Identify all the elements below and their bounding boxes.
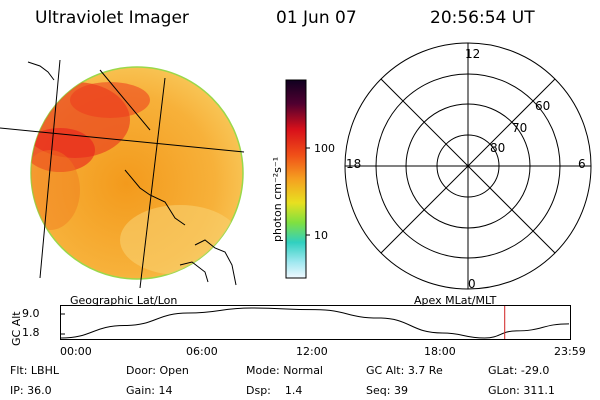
lat-label-60: 60: [535, 99, 550, 113]
coastline: [27, 61, 237, 286]
mlt-label-18: 18: [346, 157, 361, 171]
alt-xtick-3: 18:00: [424, 345, 456, 358]
status-seq: Seq: 39: [366, 384, 408, 397]
status-glon: GLon: 311.1: [488, 384, 555, 397]
status-dsp: Dsp: 1.4: [246, 384, 303, 397]
lat-label-80: 80: [490, 141, 505, 155]
mlt-label-6: 6: [578, 157, 586, 171]
geographic-image-panel: [0, 59, 245, 289]
alt-xtick-1: 06:00: [186, 345, 218, 358]
status-ip: IP: 36.0: [10, 384, 52, 397]
alt-ytick-high: 9.0: [22, 307, 40, 320]
mlt-label-0: 0: [468, 277, 476, 291]
status-door: Door: Open: [126, 364, 189, 377]
colorbar: [285, 79, 310, 279]
instrument-title: Ultraviolet Imager: [35, 8, 189, 28]
status-mode: Mode: Normal: [246, 364, 323, 377]
status-gc-alt: GC Alt: 3.7 Re: [366, 364, 443, 377]
geographic-caption: Geographic Lat/Lon: [70, 294, 178, 307]
colorbar-scale: [285, 79, 307, 279]
alt-ytick-low: 1.8: [22, 326, 40, 339]
date-label: 01 Jun 07: [276, 8, 357, 28]
alt-xtick-2: 12:00: [296, 345, 328, 358]
alt-plot-frame: [60, 305, 571, 340]
colorbar-tick-10: 10: [314, 229, 328, 242]
colorbar-tick-100: 100: [314, 142, 335, 155]
apex-caption: Apex MLat/MLT: [414, 294, 497, 307]
lat-label-70: 70: [512, 121, 527, 135]
altitude-line-plot: [60, 305, 571, 340]
mlt-label-12: 12: [465, 47, 480, 61]
polar-mlt-plot: 12 18 6 0 60 70 80: [344, 42, 592, 291]
lat-lon-grid: [0, 59, 245, 289]
alt-xtick-4: 23:59: [554, 345, 586, 358]
status-flt: Flt: LBHL: [10, 364, 59, 377]
alt-xtick-0: 00:00: [60, 345, 92, 358]
status-glat: GLat: -29.0: [488, 364, 550, 377]
time-label: 20:56:54 UT: [430, 8, 535, 28]
alt-series-line: [60, 307, 570, 339]
status-gain: Gain: 14: [126, 384, 173, 397]
colorbar-unit-label: photon cm⁻²s⁻¹: [271, 156, 284, 242]
